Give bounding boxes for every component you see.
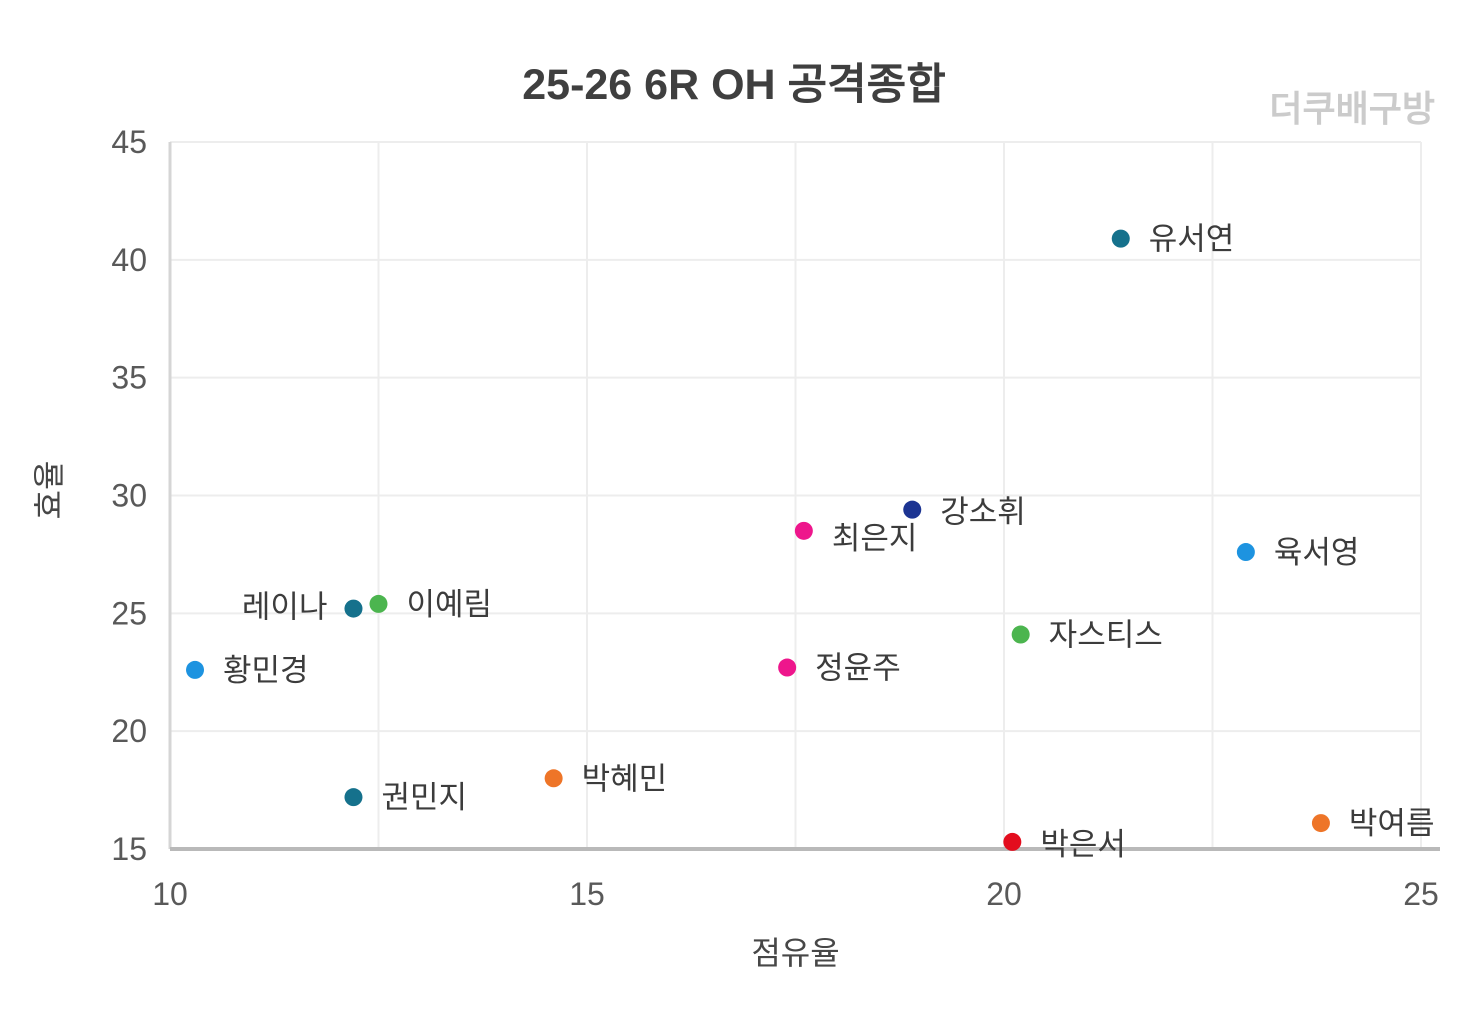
data-point-이예림 [369, 594, 388, 613]
point-label: 권민지 [381, 780, 467, 815]
y-tick-label: 30 [111, 478, 147, 514]
point-label: 황민경 [223, 653, 309, 688]
watermark: 더쿠배구방 [1269, 88, 1435, 129]
x-tick-label: 20 [986, 876, 1022, 912]
y-tick-label: 15 [111, 831, 147, 867]
data-point-강소휘 [903, 500, 922, 519]
point-label: 정윤주 [815, 651, 901, 686]
point-label: 박혜민 [582, 761, 668, 796]
data-point-박혜민 [544, 769, 563, 788]
point-label: 이예림 [407, 587, 493, 622]
point-label: 유서연 [1149, 222, 1235, 257]
point-label: 박여름 [1349, 806, 1435, 841]
y-tick-label: 20 [111, 713, 147, 749]
data-point-황민경 [186, 660, 205, 679]
point-label: 최은지 [832, 521, 918, 556]
point-label: 강소휘 [940, 495, 1026, 530]
x-tick-label: 15 [569, 876, 605, 912]
chart-title: 25-26 6R OH 공격종합 [522, 61, 946, 109]
data-point-레이나 [344, 599, 363, 618]
x-axis-label: 점유율 [751, 935, 840, 971]
point-label: 레이나 [242, 590, 328, 625]
y-axis-label: 효율 [31, 460, 67, 520]
data-point-권민지 [344, 788, 363, 807]
point-label: 자스티스 [1049, 618, 1163, 653]
data-point-최은지 [794, 521, 813, 540]
data-point-박은서 [1003, 832, 1022, 851]
data-point-자스티스 [1011, 625, 1030, 644]
x-tick-label: 10 [152, 876, 188, 912]
y-tick-label: 35 [111, 360, 147, 396]
data-point-박여름 [1311, 814, 1330, 833]
y-tick-label: 45 [111, 124, 147, 160]
point-label: 육서영 [1274, 535, 1360, 570]
y-tick-label: 40 [111, 242, 147, 278]
x-tick-label: 25 [1403, 876, 1439, 912]
y-tick-label: 25 [111, 595, 147, 631]
data-point-정윤주 [778, 658, 797, 677]
point-label: 박은서 [1040, 827, 1126, 862]
data-point-유서연 [1111, 229, 1130, 248]
data-point-육서영 [1236, 543, 1255, 562]
